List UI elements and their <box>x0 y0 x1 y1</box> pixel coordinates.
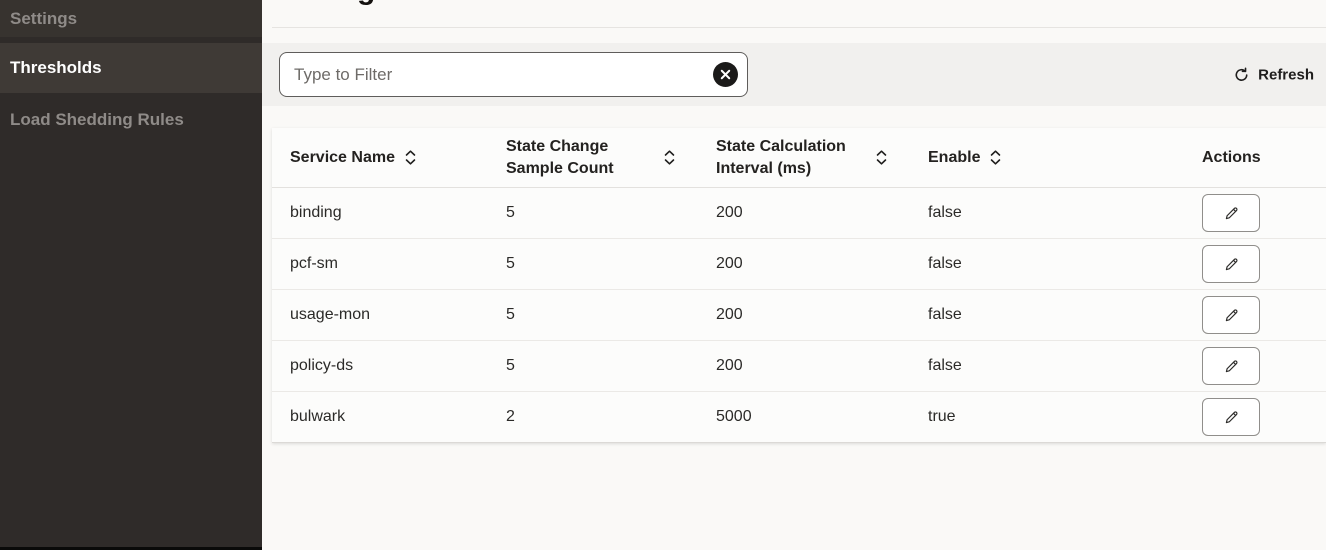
thresholds-table: Service Name State Change Sample Count <box>272 128 1326 443</box>
table-row: binding 5 200 false <box>272 188 1326 239</box>
cell-enable: false <box>928 255 962 272</box>
pencil-edit-icon <box>1223 358 1240 375</box>
cell-service-name: pcf-sm <box>290 255 338 272</box>
cell-state-change-sample-count: 2 <box>506 408 515 425</box>
cell-enable: true <box>928 408 956 425</box>
cell-state-calculation-interval: 5000 <box>716 408 752 425</box>
cell-actions <box>1202 398 1326 436</box>
sidebar: Settings Thresholds Load Shedding Rules <box>0 0 262 550</box>
sort-updown-icon <box>663 149 676 166</box>
sidebar-item-load-shedding-rules[interactable]: Load Shedding Rules <box>0 97 262 143</box>
cell-enable: false <box>928 357 962 374</box>
column-label: Actions <box>1202 148 1261 166</box>
cell-enable: false <box>928 204 962 221</box>
column-header-enable[interactable]: Enable <box>928 149 1202 167</box>
table-row: bulwark 2 5000 true <box>272 392 1326 443</box>
pencil-edit-icon <box>1223 256 1240 273</box>
table-row: pcf-sm 5 200 false <box>272 239 1326 290</box>
header-divider <box>272 27 1326 28</box>
cell-enable: false <box>928 306 962 323</box>
refresh-icon <box>1233 66 1250 83</box>
sidebar-item-thresholds[interactable]: Thresholds <box>0 43 262 93</box>
pencil-edit-icon <box>1223 205 1240 222</box>
main-content: g Refresh <box>262 0 1326 550</box>
cell-actions <box>1202 194 1326 232</box>
x-circle-icon <box>720 69 731 80</box>
sidebar-item-label: Thresholds <box>10 58 102 77</box>
table-row: usage-mon 5 200 false <box>272 290 1326 341</box>
cell-state-change-sample-count: 5 <box>506 204 515 221</box>
column-header-service-name[interactable]: Service Name <box>290 149 506 167</box>
pencil-edit-icon <box>1223 409 1240 426</box>
column-label: Enable <box>928 148 981 166</box>
cell-state-change-sample-count: 5 <box>506 357 515 374</box>
refresh-label: Refresh <box>1258 66 1314 83</box>
column-label: State Change Sample Count <box>506 137 614 177</box>
refresh-button[interactable]: Refresh <box>1229 60 1318 89</box>
cell-actions <box>1202 347 1326 385</box>
cell-actions <box>1202 245 1326 283</box>
filter-input-wrap <box>279 52 748 97</box>
sort-updown-icon <box>989 149 1002 166</box>
sort-updown-icon <box>875 149 888 166</box>
cell-state-calculation-interval: 200 <box>716 306 743 323</box>
edit-button[interactable] <box>1202 398 1260 436</box>
filter-bar: Refresh <box>262 43 1326 106</box>
cell-state-change-sample-count: 5 <box>506 255 515 272</box>
cell-service-name: policy-ds <box>290 357 354 374</box>
edit-button[interactable] <box>1202 296 1260 334</box>
clear-filter-button[interactable] <box>713 62 738 87</box>
column-header-state-change-sample-count[interactable]: State Change Sample Count <box>506 136 716 179</box>
column-label: State Calculation Interval (ms) <box>716 137 846 177</box>
page-title-fragment: g <box>357 0 403 8</box>
cell-state-calculation-interval: 200 <box>716 357 743 374</box>
cell-service-name: bulwark <box>290 408 346 425</box>
cell-state-change-sample-count: 5 <box>506 306 515 323</box>
filter-input[interactable] <box>279 52 748 97</box>
table-header: Service Name State Change Sample Count <box>272 128 1326 188</box>
pencil-edit-icon <box>1223 307 1240 324</box>
column-header-actions: Actions <box>1202 149 1326 167</box>
sidebar-item-settings[interactable]: Settings <box>0 0 262 37</box>
sort-updown-icon <box>404 149 417 166</box>
edit-button[interactable] <box>1202 245 1260 283</box>
table-body: binding 5 200 false <box>272 188 1326 443</box>
cell-actions <box>1202 296 1326 334</box>
table-row: policy-ds 5 200 false <box>272 341 1326 392</box>
edit-button[interactable] <box>1202 194 1260 232</box>
cell-service-name: usage-mon <box>290 306 371 323</box>
cell-state-calculation-interval: 200 <box>716 204 743 221</box>
column-header-state-calculation-interval[interactable]: State Calculation Interval (ms) <box>716 136 928 179</box>
edit-button[interactable] <box>1202 347 1260 385</box>
column-label: Service Name <box>290 148 395 166</box>
cell-service-name: binding <box>290 204 342 221</box>
sidebar-item-label: Load Shedding Rules <box>10 110 184 129</box>
sidebar-item-label: Settings <box>10 8 78 28</box>
cell-state-calculation-interval: 200 <box>716 255 743 272</box>
sidebar-bottom-strip <box>0 547 262 550</box>
